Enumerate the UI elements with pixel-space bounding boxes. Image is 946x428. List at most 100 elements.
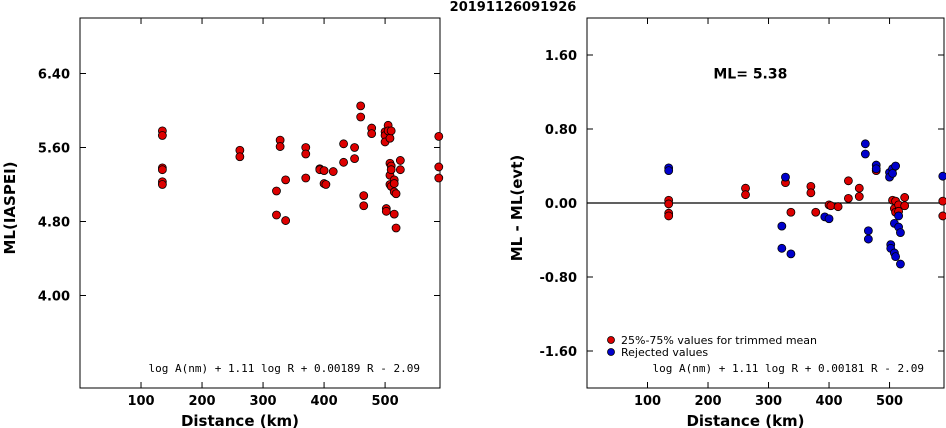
- data-point: [391, 189, 401, 199]
- x-axis-title: Distance (km): [181, 412, 299, 428]
- rejected-point: [888, 168, 897, 178]
- accepted-point: [938, 211, 946, 221]
- accepted-point: [900, 201, 910, 211]
- data-point: [389, 179, 399, 188]
- rejected-point: [938, 171, 946, 181]
- rejected-point: [871, 164, 881, 174]
- rejected-point: [777, 243, 787, 253]
- x-tick-label: 100: [634, 394, 661, 409]
- data-point: [359, 191, 369, 201]
- rejected-point: [824, 214, 834, 224]
- legend-label: 25%-75% values for trimmed mean: [621, 334, 817, 347]
- data-point: [275, 142, 285, 151]
- data-point: [386, 165, 396, 175]
- rejected-point: [863, 226, 873, 236]
- data-point: [281, 216, 291, 225]
- accepted-point: [938, 196, 946, 206]
- rejected-point: [860, 139, 870, 149]
- data-point: [367, 129, 377, 139]
- accepted-point: [854, 192, 864, 201]
- y-tick-label: 4.00: [38, 290, 70, 305]
- data-point: [339, 139, 348, 149]
- x-tick-label: 300: [249, 394, 276, 409]
- ml-annotation: ML= 5.38: [713, 67, 787, 83]
- accepted-point: [826, 201, 836, 211]
- data-point: [157, 165, 167, 175]
- accepted-point: [854, 183, 864, 193]
- data-point: [350, 143, 359, 152]
- x-tick-label: 500: [372, 394, 399, 409]
- accepted-point: [806, 188, 816, 198]
- rejected-point: [781, 172, 790, 182]
- data-point: [157, 131, 167, 140]
- legend-marker: [607, 348, 615, 356]
- accepted-point: [843, 176, 853, 186]
- data-point: [386, 126, 396, 136]
- x-tick-label: 100: [127, 394, 154, 409]
- data-point: [434, 173, 444, 183]
- accepted-point: [741, 190, 750, 200]
- y-tick-label: -0.80: [540, 271, 577, 286]
- data-point: [281, 175, 291, 185]
- data-point: [301, 149, 311, 159]
- data-point: [272, 210, 281, 220]
- y-tick-label: 1.60: [545, 49, 577, 64]
- rejected-point: [860, 149, 870, 159]
- rejected-point: [777, 221, 787, 231]
- y-tick-label: 4.80: [38, 216, 70, 231]
- data-point: [385, 133, 395, 143]
- data-point: [272, 186, 281, 196]
- data-point: [359, 201, 369, 211]
- data-point: [328, 167, 338, 176]
- data-point: [434, 162, 444, 172]
- x-tick-label: 200: [694, 394, 721, 409]
- formula-text: log A(nm) + 1.11 log R + 0.00189 R - 2.0…: [148, 362, 420, 375]
- data-point: [319, 166, 329, 176]
- accepted-point: [900, 193, 910, 202]
- data-point: [391, 223, 401, 233]
- y-axis-title: ML(IASPEI): [1, 161, 19, 254]
- data-point: [356, 112, 366, 122]
- rejected-point: [891, 252, 900, 262]
- rejected-point: [894, 211, 904, 221]
- data-point: [381, 206, 391, 216]
- rejected-point: [896, 259, 905, 269]
- y-tick-label: 5.60: [38, 142, 70, 157]
- accepted-point: [664, 199, 674, 209]
- x-tick-label: 500: [876, 394, 903, 409]
- formula-text: log A(nm) + 1.11 log R + 0.00181 R - 2.0…: [652, 362, 924, 375]
- rejected-point: [664, 166, 674, 176]
- plot-frame: [79, 17, 441, 389]
- accepted-point: [786, 207, 796, 217]
- y-tick-label: 0.80: [545, 123, 577, 138]
- rejected-point: [863, 234, 873, 244]
- data-point: [339, 157, 348, 167]
- x-tick-label: 400: [815, 394, 842, 409]
- y-axis-title: ML - ML(evt): [508, 155, 526, 261]
- y-tick-label: 0.00: [545, 197, 577, 212]
- data-point: [235, 152, 245, 162]
- rejected-point: [891, 161, 900, 171]
- data-point: [157, 180, 167, 189]
- data-point: [356, 101, 366, 111]
- rejected-point: [896, 228, 905, 238]
- data-point: [395, 156, 405, 165]
- left-panel: 100 200 300 400 500 4.00 4.80 5.60 6.40 Distance …: [1, 17, 444, 428]
- data-point: [389, 209, 399, 219]
- data-point: [321, 180, 331, 189]
- data-point: [350, 154, 359, 164]
- x-tick-label: 200: [188, 394, 215, 409]
- accepted-point: [833, 202, 843, 212]
- accepted-point: [843, 193, 853, 203]
- accepted-point: [664, 211, 674, 221]
- chart-title: 20191126091926: [450, 0, 577, 15]
- x-tick-label: 300: [755, 394, 782, 409]
- rejected-point: [786, 249, 796, 259]
- y-tick-label: -1.60: [540, 345, 577, 360]
- x-tick-label: 400: [310, 394, 337, 409]
- data-point: [434, 131, 444, 141]
- data-point: [301, 173, 311, 183]
- y-tick-label: 6.40: [38, 68, 70, 83]
- data-point: [395, 165, 405, 175]
